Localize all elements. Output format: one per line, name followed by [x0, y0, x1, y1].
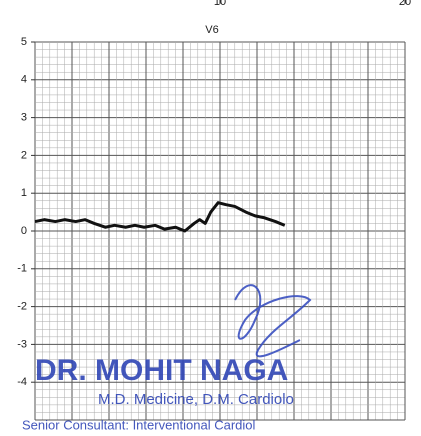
- y-tick-label: 2: [21, 149, 27, 161]
- chart-title: V6: [205, 24, 218, 36]
- x-tick-label: 10: [214, 0, 226, 8]
- stamp-text: DR. MOHIT NAGA: [35, 354, 288, 387]
- stamp-text: Senior Consultant: Interventional Cardio…: [22, 417, 256, 432]
- y-tick-label: 5: [21, 36, 27, 48]
- stamp-text: M.D. Medicine, D.M. Cardiolo: [98, 391, 294, 408]
- y-tick-label: -4: [17, 376, 27, 388]
- ecg-trace: [34, 201, 286, 233]
- y-tick-label: 0: [21, 225, 27, 237]
- y-tick-label: 1: [21, 187, 27, 199]
- signature: [234, 284, 312, 358]
- grid: -4 -3 -2 -1 0 1 2 3 4 5 10 20: [17, 0, 411, 421]
- stamp: DR. MOHIT NAGA M.D. Medicine, D.M. Cardio…: [22, 284, 312, 432]
- y-tick-label: -3: [17, 338, 27, 350]
- plot: [34, 201, 286, 233]
- x-tick-label: 20: [399, 0, 411, 8]
- y-tick-label: 4: [21, 74, 27, 86]
- y-tick-label: 3: [21, 112, 27, 124]
- y-tick-label: -2: [17, 301, 27, 313]
- y-tick-label: -1: [17, 263, 27, 275]
